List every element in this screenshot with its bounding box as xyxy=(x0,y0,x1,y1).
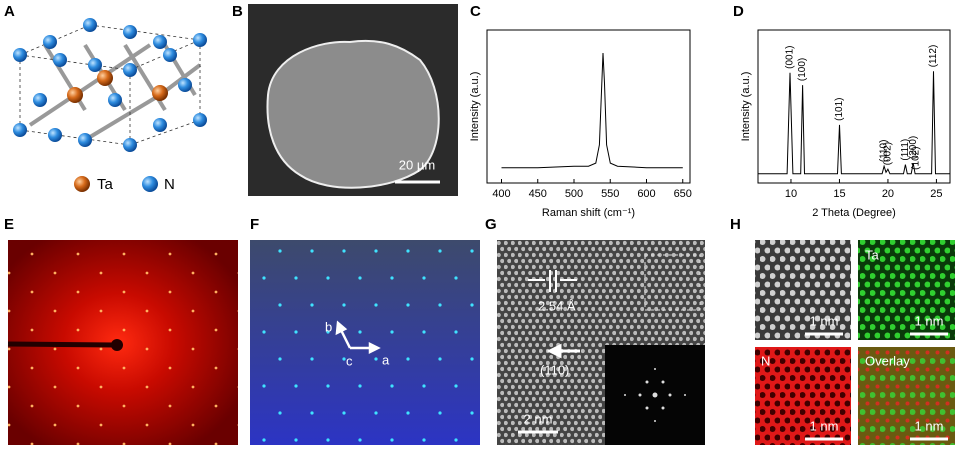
spacing-marker xyxy=(528,270,577,292)
spectrum-line xyxy=(501,52,683,169)
spacing-label: 2.54 Å xyxy=(538,298,576,313)
x-axis-label: 2 Theta (Degree) xyxy=(812,207,896,219)
map-label: Overlay xyxy=(865,353,910,368)
x-tick-label: 25 xyxy=(930,188,942,200)
haadf-image xyxy=(755,240,851,340)
direction-label: (110) xyxy=(540,362,569,377)
plot-frame xyxy=(486,29,691,184)
panel-label: B xyxy=(232,3,243,20)
peak-label: (100) xyxy=(797,58,808,81)
scale-bars xyxy=(805,332,948,441)
panel-label: C xyxy=(470,3,481,20)
ta-map xyxy=(858,240,955,340)
scale-label: 1 nm xyxy=(810,418,839,433)
flake xyxy=(266,39,440,189)
panel-label: A xyxy=(4,3,15,20)
atoms xyxy=(13,18,207,192)
scale-label: 1 nm xyxy=(915,313,944,328)
x-tick-label: 550 xyxy=(601,188,619,200)
scale-label: 1 nm xyxy=(915,418,944,433)
panel-label: G xyxy=(485,216,497,233)
plot-frame xyxy=(757,29,951,184)
x-axis-label: Raman shift (cm⁻¹) xyxy=(542,207,635,219)
x-tick-label: 400 xyxy=(492,188,510,200)
x-tick-label: 600 xyxy=(637,188,655,200)
overlay-map xyxy=(858,347,955,445)
axis-label: a xyxy=(382,352,390,367)
peak-label: (102) xyxy=(911,146,922,169)
peak-label: (110) xyxy=(879,140,890,163)
peak-label: (001) xyxy=(785,45,796,68)
peak-label: (002) xyxy=(883,142,894,165)
peak-label: (112) xyxy=(928,45,939,68)
simulated-spots xyxy=(250,240,480,445)
scale-label: 20 µm xyxy=(399,157,435,172)
x-tick-label: 450 xyxy=(529,188,547,200)
peak-label: (111) xyxy=(900,139,911,161)
beam-stop xyxy=(111,339,123,351)
scale-label: 1 nm xyxy=(810,313,839,328)
spectrum-line xyxy=(758,71,950,175)
direction-arrow xyxy=(546,343,580,359)
panel-label: E xyxy=(4,216,14,233)
axis-label: b xyxy=(325,319,332,334)
axis-label: c xyxy=(346,353,353,368)
panel-label: D xyxy=(733,3,744,20)
peak-label: (200) xyxy=(908,136,919,159)
panel-label: H xyxy=(730,216,741,233)
fft-spots xyxy=(624,368,686,422)
x-tick-label: 20 xyxy=(882,188,894,200)
y-axis-label: Intensity (a.u.) xyxy=(469,72,481,142)
map-label: N xyxy=(761,353,770,368)
peak-label: (101) xyxy=(834,98,845,121)
x-tick-label: 650 xyxy=(674,188,692,200)
x-tick-label: 500 xyxy=(565,188,583,200)
legend-label: Ta xyxy=(97,176,114,193)
scale-label: 2 nm xyxy=(524,411,553,426)
map-label: Ta xyxy=(865,247,880,262)
n-map xyxy=(755,347,851,445)
panel-label: F xyxy=(250,216,259,233)
axis-arrows xyxy=(335,320,381,355)
y-axis-label: Intensity (a.u.) xyxy=(740,72,752,142)
beam-stop xyxy=(7,341,116,348)
legend-label: N xyxy=(164,176,175,193)
x-tick-label: 10 xyxy=(785,188,797,200)
x-tick-label: 15 xyxy=(833,188,845,200)
selection-box xyxy=(644,254,701,311)
